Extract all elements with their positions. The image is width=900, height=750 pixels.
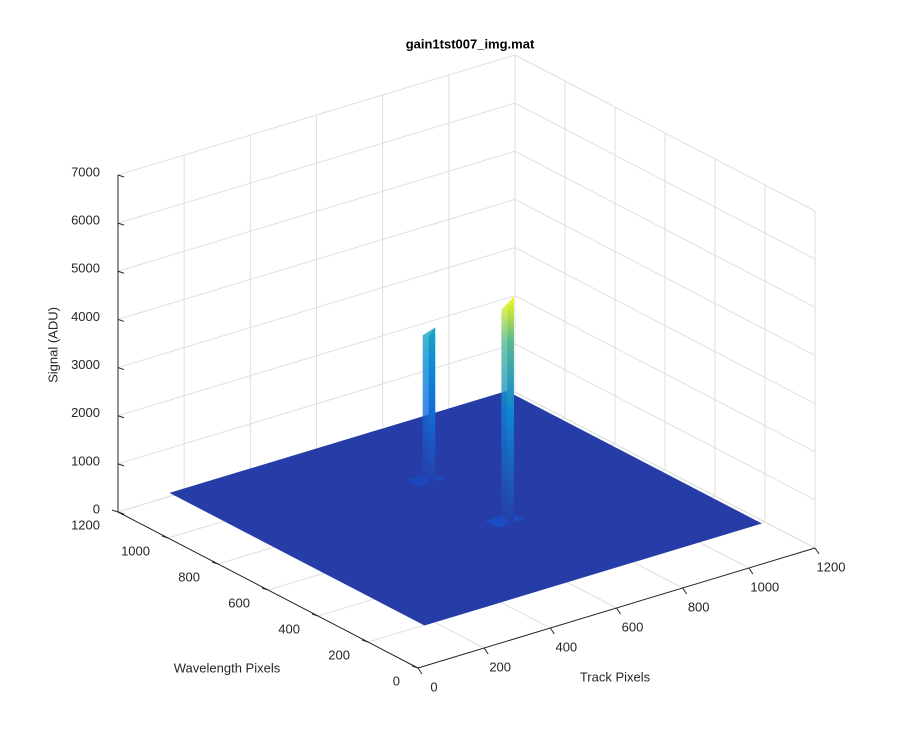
x-tick-label: 1200 bbox=[817, 559, 846, 574]
z-grid-line bbox=[117, 102, 516, 224]
x-tick-label: 800 bbox=[688, 599, 710, 614]
z-grid-line bbox=[117, 343, 516, 465]
z-grid-line bbox=[117, 54, 516, 176]
y-tick-label: 1000 bbox=[121, 543, 150, 558]
y-axis-label: Wavelength Pixels bbox=[174, 660, 281, 675]
z-tick-label: 3000 bbox=[71, 357, 100, 372]
z-tick bbox=[117, 270, 125, 274]
z-tick-label: 7000 bbox=[71, 164, 100, 179]
x-tick bbox=[483, 647, 489, 655]
z-tick-label: 6000 bbox=[71, 213, 100, 228]
z-tick bbox=[117, 174, 125, 178]
z-tick bbox=[117, 318, 125, 322]
y-tick bbox=[261, 587, 269, 591]
z-grid-line bbox=[117, 198, 516, 320]
x-tick-label: 400 bbox=[555, 639, 577, 654]
peak-ridge bbox=[406, 472, 446, 487]
x-tick-label: 600 bbox=[622, 619, 644, 634]
x-tick bbox=[748, 567, 754, 575]
x-tick bbox=[814, 547, 820, 555]
y-tick-label: 400 bbox=[278, 621, 300, 636]
z-grid-line bbox=[514, 150, 816, 308]
y-tick-label: 800 bbox=[178, 569, 200, 584]
x-tick-label: 0 bbox=[430, 679, 437, 694]
z-grid-line bbox=[514, 102, 816, 260]
z-grid-line bbox=[514, 391, 816, 549]
x-tick bbox=[616, 607, 621, 615]
x-tick bbox=[549, 627, 555, 635]
z-grid-line bbox=[514, 198, 816, 356]
y-tick-label: 0 bbox=[393, 673, 400, 688]
z-grid-line bbox=[117, 295, 516, 417]
y-tick bbox=[311, 613, 319, 617]
x-tick bbox=[682, 587, 688, 595]
z-grid-line bbox=[514, 54, 816, 212]
x-tick-label: 1000 bbox=[750, 579, 779, 594]
x-axis-label: Track Pixels bbox=[580, 669, 651, 684]
peak bbox=[507, 296, 514, 525]
y-tick-label: 600 bbox=[228, 595, 250, 610]
y-tick-label: 1200 bbox=[71, 517, 100, 532]
x-tick bbox=[417, 667, 423, 675]
y-tick bbox=[111, 509, 119, 513]
z-grid-line bbox=[514, 295, 816, 453]
z-axis-label: Signal (ADU) bbox=[45, 307, 60, 383]
z-tick-label: 2000 bbox=[71, 405, 100, 420]
z-grid-line bbox=[514, 343, 816, 501]
x-tick-label: 200 bbox=[489, 659, 511, 674]
z-grid-line bbox=[514, 247, 816, 405]
peak-ridge bbox=[484, 512, 524, 528]
z-grid-line bbox=[117, 150, 516, 272]
z-tick bbox=[117, 511, 125, 515]
peak bbox=[428, 327, 436, 484]
z-tick bbox=[117, 367, 125, 371]
z-tick-label: 0 bbox=[93, 501, 100, 516]
y-tick bbox=[161, 535, 169, 539]
chart-title: gain1tst007_img.mat bbox=[406, 36, 535, 51]
y-tick bbox=[361, 639, 369, 643]
surface bbox=[169, 390, 762, 626]
z-tick-label: 4000 bbox=[71, 309, 100, 324]
z-tick-label: 5000 bbox=[71, 261, 100, 276]
y-tick bbox=[211, 561, 219, 565]
z-tick bbox=[117, 463, 125, 467]
z-tick-label: 1000 bbox=[71, 453, 100, 468]
z-tick bbox=[117, 222, 125, 226]
y-tick bbox=[411, 665, 419, 669]
z-grid-line bbox=[117, 247, 516, 369]
z-tick bbox=[117, 415, 125, 419]
y-tick-label: 200 bbox=[328, 647, 350, 662]
